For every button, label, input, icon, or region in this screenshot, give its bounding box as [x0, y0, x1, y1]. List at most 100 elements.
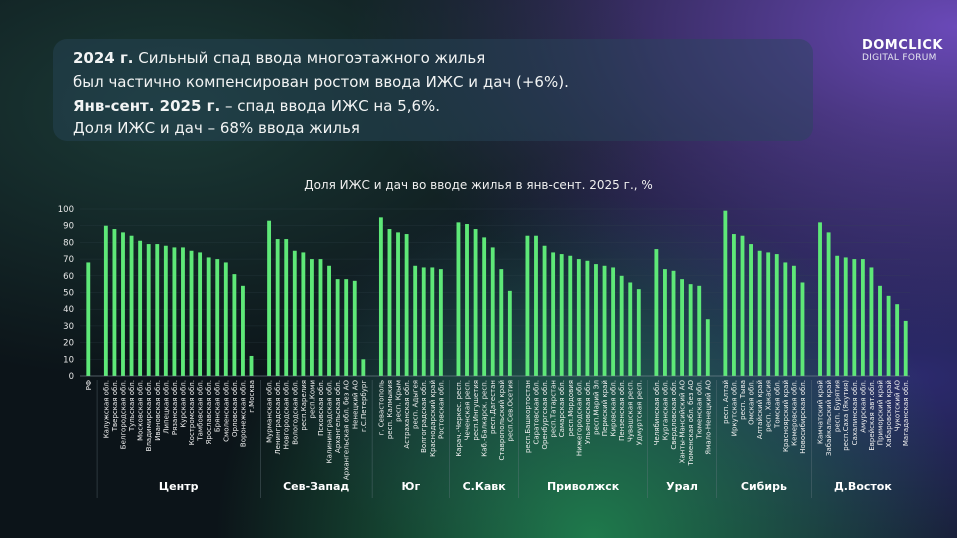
- x-tick-label: респ.Карелия: [300, 380, 308, 431]
- bar: [766, 252, 771, 376]
- bar: [585, 260, 590, 376]
- x-tick-label: Курганская обл.: [661, 380, 669, 440]
- x-tick-label: Тульская обл.: [128, 380, 136, 432]
- bar: [628, 282, 633, 376]
- x-tick-label: Приморский край: [877, 380, 885, 445]
- x-tick-label: Орловская обл.: [231, 380, 239, 437]
- x-tick-label: Новосибирская обл.: [799, 380, 807, 454]
- x-tick-label: Забайкальский край: [825, 380, 833, 456]
- bar: [112, 229, 117, 376]
- y-tick-label: 10: [63, 355, 74, 365]
- x-tick-label: Амурская обл.: [859, 380, 867, 433]
- bar: [507, 290, 512, 376]
- y-tick-label: 40: [63, 305, 74, 315]
- x-tick-label: Омская обл.: [748, 380, 756, 425]
- bar: [886, 295, 891, 376]
- x-tick-label: респ. Бурятия: [834, 380, 842, 432]
- x-tick-label: Владимирская обл.: [145, 380, 153, 451]
- bar: [860, 259, 865, 376]
- headline-line-2: был частично компенсирован ростом ввода …: [73, 73, 569, 91]
- x-tick-label: респ.Коми: [308, 380, 316, 418]
- x-tick-label: Саратовская обл.: [532, 380, 540, 445]
- group-label: Центр: [159, 480, 199, 493]
- bar: [499, 269, 504, 376]
- bar: [121, 232, 125, 376]
- group-label: Сев-Запад: [283, 480, 349, 493]
- bar: [568, 255, 573, 376]
- x-tick-label: Тамбовская обл.: [197, 380, 205, 442]
- bar: [413, 265, 418, 376]
- x-tick-label: Камчатский край: [817, 380, 825, 444]
- x-tick-label: Пензенская обл.: [618, 380, 626, 441]
- x-tick-label: Магаданская обл.: [902, 380, 910, 446]
- bar: [482, 237, 487, 376]
- x-tick-label: г. Севастополь: [377, 380, 385, 435]
- bar: [800, 282, 805, 376]
- x-tick-label: Чувашская респ.: [627, 380, 635, 442]
- bar: [138, 240, 143, 376]
- bar: [490, 247, 495, 376]
- bar: [731, 234, 736, 376]
- y-tick-label: 30: [63, 322, 74, 332]
- bar: [456, 222, 461, 376]
- bar: [215, 259, 220, 376]
- headline-line-3: Янв-сент. 2025 г. – спад ввода ИЖС на 5,…: [73, 97, 441, 115]
- bar: [602, 265, 607, 376]
- x-tick-label: Томская обл.: [773, 380, 781, 429]
- y-tick-label: 60: [63, 272, 74, 282]
- x-tick-label: Волгоградская обл.: [420, 380, 428, 453]
- y-tick-label: 90: [63, 222, 74, 232]
- x-tick-label: Новгородская обл.: [283, 380, 291, 449]
- bar: [551, 252, 556, 376]
- chart-title: Доля ИЖС и дач во вводе жилья в янв-сент…: [304, 178, 653, 192]
- x-tick-label: Мурманская обл.: [266, 380, 274, 443]
- bar: [344, 279, 349, 376]
- group-label: Урал: [666, 480, 698, 493]
- x-tick-label: респ.Татарстан: [550, 380, 558, 438]
- bar: [818, 222, 822, 376]
- x-tick-label: респ. Калмыкия: [386, 380, 394, 439]
- y-tick-label: 70: [63, 255, 74, 265]
- bar: [378, 217, 383, 376]
- x-tick-label: Краснодарский край: [429, 380, 437, 457]
- group-label: Приволжск: [547, 480, 620, 493]
- x-tick-label: респ.Марий Эл: [592, 380, 600, 435]
- x-tick-label: респ. Хакасия: [765, 380, 773, 432]
- x-tick-label: г.С.Петербург: [360, 380, 368, 432]
- bar: [636, 289, 641, 376]
- x-tick-label: Белгородская обл.: [119, 380, 127, 449]
- x-tick-label: РФ: [85, 380, 93, 390]
- bar: [465, 224, 469, 376]
- x-tick-label: респ.Дагестан: [489, 380, 497, 434]
- x-tick-label: Ханты-Мансийский АО: [679, 380, 687, 464]
- x-tick-label: Иркутская обл.: [730, 380, 738, 436]
- x-tick-label: респ.Мордовия: [567, 380, 575, 436]
- x-tick-label: Ростовская обл.: [437, 380, 445, 439]
- bar: [292, 250, 297, 376]
- bar: [757, 250, 762, 376]
- bar: [671, 270, 676, 376]
- x-tick-label: Ненецкий АО: [351, 380, 359, 430]
- x-tick-label: Сахалинская обл.: [851, 380, 859, 445]
- x-tick-label: Тверская обл.: [111, 380, 119, 432]
- x-tick-label: Московская обл.: [137, 380, 145, 441]
- x-tick-label: Тюменская обл.: [696, 380, 704, 439]
- bar: [86, 262, 91, 376]
- bar: [267, 220, 272, 376]
- bar: [791, 265, 796, 376]
- bar: [534, 235, 538, 376]
- bar: [430, 267, 435, 376]
- x-tick-label: Самарская обл.: [558, 380, 566, 437]
- bar: [749, 244, 753, 376]
- x-tick-label: Ставропольский край: [498, 380, 506, 460]
- x-tick-label: Кировская обл.: [610, 380, 618, 436]
- x-tick-label: Вологодская обл.: [291, 380, 299, 445]
- bar: [697, 285, 702, 376]
- bar: [318, 259, 323, 376]
- x-tick-label: Оренбургская обл.: [541, 380, 549, 450]
- x-tick-label: Алтайский край: [756, 380, 764, 439]
- x-tick-label: Пермский край: [601, 380, 609, 436]
- y-tick-label: 20: [63, 339, 74, 349]
- bar: [705, 319, 710, 376]
